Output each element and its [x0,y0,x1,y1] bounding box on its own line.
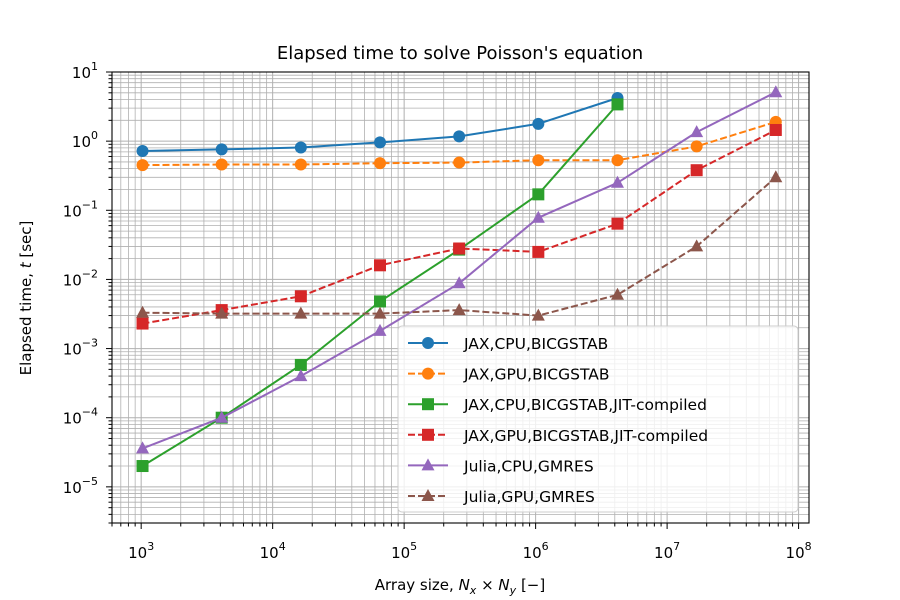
data-point [532,154,545,167]
y-axis-title: Elapsed time, t [sec] [17,221,35,376]
data-point [215,158,228,171]
data-point [215,143,228,156]
y-tick-label: 100 [72,129,98,151]
data-point [136,305,150,318]
data-point [769,123,782,136]
data-point [610,287,624,300]
x-tick-label: 104 [260,540,286,562]
legend-box [397,325,799,513]
data-point [453,156,466,169]
legend-item: JAX,CPU,BICGSTAB [408,335,608,353]
data-point [610,175,624,188]
legend-label: JAX,GPU,BICGSTAB,JIT-compiled [463,427,708,445]
data-point [769,170,783,183]
data-point [294,158,307,171]
data-point [136,145,149,158]
x-tick-label: 108 [786,540,812,562]
data-point [374,295,387,308]
data-point [690,140,703,153]
data-point [374,157,387,170]
data-point [294,141,307,154]
data-point [373,306,387,319]
legend-marker [421,489,435,501]
data-point [532,245,545,258]
data-point [374,136,387,149]
data-point [452,303,466,316]
data-point [294,358,307,371]
legend-marker [422,398,434,411]
legend: JAX,CPU,BICGSTAB JAX,GPU,BICGSTAB JAX,CPU,… [397,325,799,513]
data-point [136,460,149,473]
y-tick-label: 101 [72,60,98,82]
plot-frame [111,71,810,524]
x-tick-label: 103 [128,540,154,562]
data-point [294,290,307,303]
data-point [453,242,466,255]
data-point [136,441,150,454]
y-tick-label: 10−1 [63,198,98,220]
legend-label: Julia,GPU,GMRES [463,488,595,506]
data-point [136,159,149,172]
data-point [690,239,704,252]
legend-label: JAX,GPU,BICGSTAB [463,366,609,384]
series-5 [136,85,783,454]
data-point [136,317,149,330]
axis-ticks: 103 104 105 106 107 108 10−5 10−4 10−3 10−2 10−1 10… [63,60,812,562]
legend-marker [422,367,434,380]
data-point [373,323,387,336]
legend-item: JAX,GPU,BICGSTAB,JIT-compiled [408,427,708,445]
legend-label: JAX,CPU,BICGSTAB,JIT-compiled [463,396,707,414]
x-tick-label: 105 [391,540,417,562]
data-point [690,125,704,138]
y-tick-label: 10−2 [63,267,98,289]
data-point [215,306,229,319]
series-2 [136,115,782,172]
data-point [611,217,624,230]
data-point [452,276,466,289]
y-tick-label: 10−3 [63,337,98,359]
legend-item: JAX,CPU,BICGSTAB,JIT-compiled [408,396,707,414]
legend-label: Julia,CPU,GMRES [463,457,594,475]
y-tick-label: 10−5 [63,475,98,497]
data-point [294,306,308,319]
series-layer [136,85,783,473]
x-axis-title: Array size, Nx × Ny [−] [375,576,545,597]
data-point [531,210,545,223]
legend-item: JAX,GPU,BICGSTAB [408,366,609,384]
data-point [215,410,229,423]
chart-title: Elapsed time to solve Poisson's equation [277,43,643,64]
y-tick-label: 10−4 [63,406,98,428]
data-point [532,117,545,130]
data-point [531,308,545,321]
data-point [532,188,545,201]
legend-marker [422,337,434,349]
x-tick-label: 107 [654,540,680,562]
data-point [611,98,624,111]
legend-label: JAX,CPU,BICGSTAB [463,335,608,353]
data-point [769,85,783,98]
data-point [374,259,387,272]
legend-marker [421,458,435,471]
data-point [611,154,624,167]
data-point [453,130,466,143]
x-tick-label: 106 [523,540,549,562]
data-point [690,164,703,177]
series-1 [136,92,624,158]
series-6 [136,170,783,321]
legend-marker [422,428,434,441]
series-4 [136,123,782,330]
data-point [294,369,308,382]
legend-item: Julia,GPU,GMRES [408,488,595,506]
legend-item: Julia,CPU,GMRES [408,457,594,475]
